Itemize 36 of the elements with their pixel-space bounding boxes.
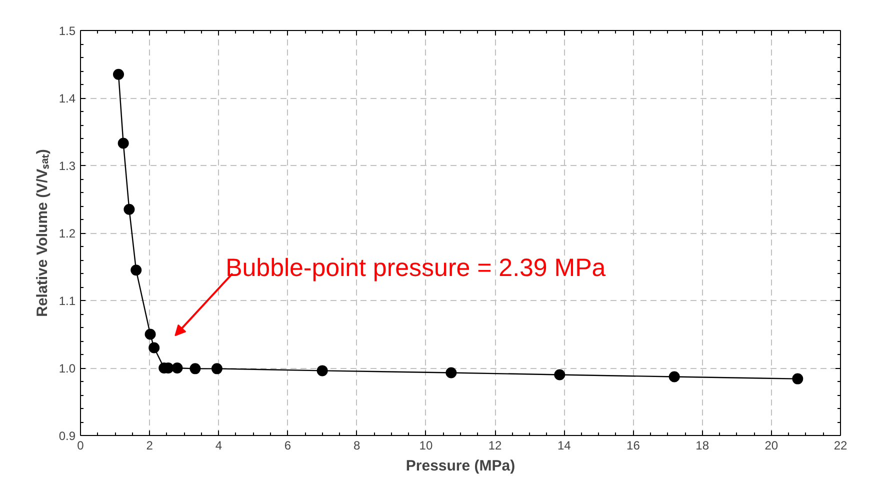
point	[446, 367, 457, 378]
point	[113, 68, 124, 80]
x-tick-label: 20	[764, 438, 778, 452]
point	[118, 138, 129, 149]
x-tick-label: 18	[696, 438, 710, 452]
y-tick-label: 1.1	[58, 294, 76, 308]
point	[211, 363, 222, 374]
point	[144, 328, 156, 340]
y-tick-label: 1.5	[58, 24, 76, 38]
point	[130, 264, 142, 276]
x-tick-label: 10	[419, 438, 433, 452]
x-tick-label: 12	[488, 438, 502, 452]
point	[124, 204, 135, 215]
y-tick-label: 1.2	[58, 226, 76, 240]
x-tick-label: 0	[77, 438, 84, 452]
y-tick-label: 1.4	[58, 92, 76, 106]
point	[792, 373, 804, 384]
point	[172, 362, 183, 374]
y-tick-label: 1.3	[58, 159, 76, 173]
x-tick-label: 16	[626, 438, 640, 452]
x-tick-label: 22	[834, 438, 848, 452]
x-tick-label: 14	[557, 438, 572, 452]
annotation: Bubble-point pressure = 2.39 MPa	[226, 254, 606, 282]
x-axis-title: Pressure (MPa)	[406, 458, 516, 474]
x-tick-label: 4	[215, 438, 222, 452]
y-tick-label: 1.0	[58, 362, 76, 376]
point	[190, 363, 201, 374]
y-axis-title: Relative Volume (V/Vₛₐₜ)	[34, 149, 51, 317]
point	[554, 369, 566, 380]
x-tick-label: 8	[354, 438, 361, 452]
y-tick-label: 0.9	[58, 429, 76, 443]
point	[668, 371, 680, 382]
x-tick-label: 6	[284, 438, 292, 452]
point	[316, 365, 328, 376]
x-tick-label: 2	[146, 438, 154, 452]
point	[148, 342, 160, 354]
